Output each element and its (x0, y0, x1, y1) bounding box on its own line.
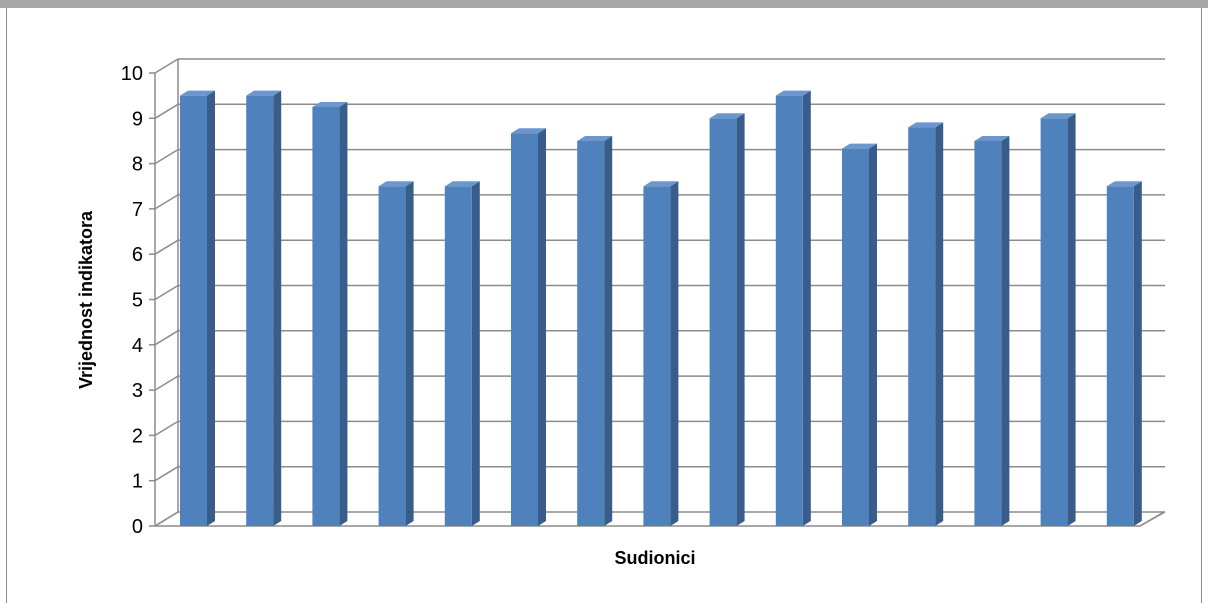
y-tick-label: 2 (132, 425, 143, 447)
y-tick-label: 0 (132, 516, 143, 538)
bar (974, 135, 1010, 526)
bar-side (471, 181, 480, 526)
bar-top (775, 90, 811, 96)
bar (908, 122, 944, 527)
gridline-diagonal (154, 511, 179, 527)
bar (246, 90, 282, 527)
bar (511, 128, 546, 526)
y-tick-label: 10 (121, 63, 143, 85)
bar-front (974, 140, 1002, 526)
bar-front (444, 186, 472, 526)
y-tick-label: 9 (132, 108, 143, 130)
bar-side (538, 128, 546, 526)
bar-front (511, 133, 538, 526)
bar-top (643, 181, 679, 187)
bar-top (378, 181, 414, 187)
gridline-diagonal (154, 466, 179, 482)
bar-side (736, 113, 745, 527)
bar-top (842, 143, 877, 149)
bar-front (1106, 186, 1134, 526)
bars (180, 90, 1142, 527)
chart-frame (6, 8, 1202, 603)
bar (1040, 113, 1076, 527)
y-tick-label: 6 (132, 244, 143, 266)
bar (775, 90, 811, 527)
bar-front (378, 186, 406, 526)
gridline-diagonal (154, 375, 179, 391)
y-tick-labels: 0 1 2 3 4 5 6 7 8 9 10 (121, 63, 143, 538)
bar-top (444, 181, 480, 187)
bar-side (869, 143, 877, 526)
gridline-diagonal (154, 58, 179, 74)
bar-side (802, 90, 811, 527)
bar-front (775, 95, 803, 527)
bar (709, 113, 745, 527)
bar-front (312, 106, 340, 526)
bar-top (180, 90, 215, 96)
bar (643, 181, 679, 526)
bar-front (246, 95, 274, 527)
bar-side (670, 181, 679, 526)
bar-top (974, 135, 1010, 141)
bar-front (908, 127, 936, 527)
bar-side (1133, 181, 1142, 526)
top-strip (0, 0, 1208, 8)
y-tick-label: 7 (132, 199, 143, 221)
bar-side (207, 90, 215, 527)
bar-top (1106, 181, 1142, 187)
bar-side (273, 90, 282, 527)
bar (378, 181, 414, 526)
bar (444, 181, 480, 526)
bar (842, 143, 877, 526)
bar-front (643, 186, 671, 526)
gridline-diagonal (154, 284, 179, 301)
y-axis-title: Vrijednost indikatora (76, 210, 96, 389)
bar-top (577, 135, 613, 141)
bar-top (908, 122, 944, 128)
gridline-diagonal (154, 239, 179, 255)
bar-front (180, 95, 207, 527)
bar-top (511, 128, 546, 134)
bar-side (339, 101, 348, 526)
y-tick-label: 4 (132, 335, 143, 357)
bar-top (246, 90, 282, 96)
bar (1106, 181, 1142, 526)
bar-front (842, 148, 869, 526)
gridline-diagonal (154, 420, 179, 437)
x-axis-title: Sudionici (615, 548, 696, 568)
bar-side (1067, 113, 1076, 527)
gridline-diagonal (154, 194, 179, 210)
gridline-diagonal (154, 103, 179, 119)
gridline-diagonal (154, 148, 179, 165)
y-tick-label: 3 (132, 380, 143, 402)
bar-top (709, 113, 745, 119)
bar (312, 101, 348, 526)
bar-top (1040, 113, 1076, 119)
bar-top (312, 101, 348, 107)
y-tick-label: 5 (132, 290, 143, 312)
bar-front (577, 140, 605, 526)
y-tick-label: 1 (132, 471, 143, 493)
bar-front (709, 118, 737, 527)
gridline-diagonal (154, 330, 179, 346)
bar-side (604, 135, 613, 526)
bar-side (405, 181, 414, 526)
bar-side (1001, 135, 1010, 526)
bar-front (1040, 118, 1068, 527)
floor-right-edge (1139, 511, 1166, 527)
bar-side (935, 122, 944, 527)
bar (577, 135, 613, 526)
bar (180, 90, 215, 527)
y-tick-label: 8 (132, 154, 143, 176)
